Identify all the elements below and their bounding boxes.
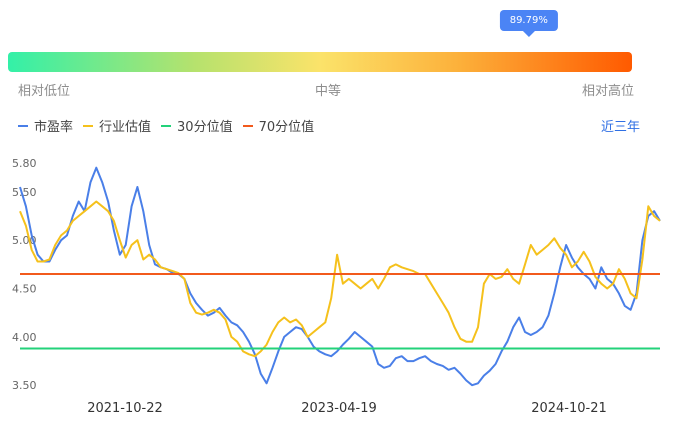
legend-pe-swatch [18, 124, 28, 127]
low-label: 相对低位 [18, 84, 71, 99]
chart-legend: 市盈率 行业估值 30分位值 70分位值 [18, 116, 314, 135]
legend-industry[interactable]: 行业估值 [83, 116, 151, 135]
valuation-gauge: 89.79% 相对低位 中等 相对高位 [8, 8, 635, 99]
legend-p30-label: 30分位值 [177, 120, 233, 135]
y-tick-label: 4.00 [12, 331, 37, 344]
industry-series-line [19, 200, 661, 358]
pe-series-line [19, 166, 661, 387]
legend-pe[interactable]: 市盈率 [18, 116, 73, 135]
y-tick-label: 5.80 [12, 157, 37, 170]
y-tick-label: 5.50 [12, 186, 37, 199]
mid-label: 中等 [315, 84, 342, 99]
period-selector[interactable]: 近三年 [600, 120, 640, 135]
legend-pe-label: 市盈率 [34, 120, 74, 135]
y-tick-label: 4.50 [12, 283, 37, 296]
percentile-gradient-bar [8, 52, 632, 72]
legend-p70[interactable]: 70分位值 [242, 116, 315, 135]
legend-industry-label: 行业估值 [99, 120, 152, 135]
legend-p70-label: 70分位值 [258, 120, 315, 135]
legend-p30[interactable]: 30分位值 [161, 116, 233, 135]
legend-p30-swatch [161, 124, 172, 127]
legend-industry-swatch [83, 124, 94, 127]
y-tick-label: 3.50 [12, 379, 37, 392]
percentile-tooltip: 89.79% [499, 10, 558, 31]
x-tick-label: 2024-10-21 [531, 401, 607, 416]
high-label: 相对高位 [582, 84, 635, 99]
x-tick-label: 2021-10-22 [87, 401, 163, 416]
x-tick-label: 2023-04-19 [301, 401, 377, 416]
legend-p70-swatch [242, 124, 253, 127]
